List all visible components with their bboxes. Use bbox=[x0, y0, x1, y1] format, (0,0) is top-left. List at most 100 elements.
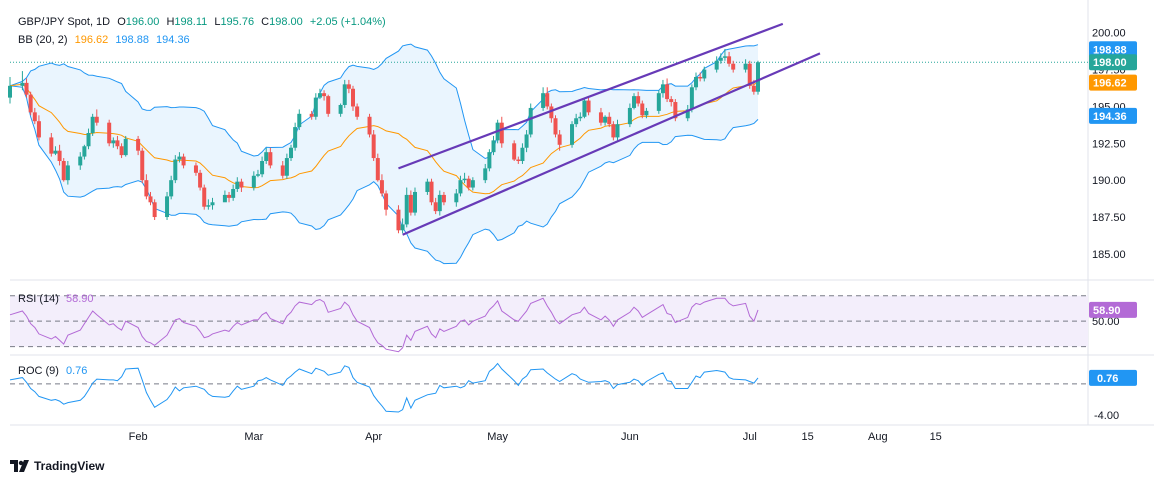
candle-body bbox=[78, 156, 83, 166]
candle-body bbox=[640, 103, 645, 116]
candle-body bbox=[90, 116, 95, 133]
candle-body bbox=[181, 156, 186, 166]
candle-body bbox=[685, 109, 690, 119]
candle-body bbox=[429, 181, 434, 203]
candle-body bbox=[144, 180, 149, 197]
candle-body bbox=[289, 147, 294, 159]
candle-body bbox=[689, 87, 694, 110]
bb-mid-badge-bg bbox=[1089, 74, 1137, 91]
candle-body bbox=[177, 156, 182, 160]
candle-body bbox=[458, 180, 463, 194]
roc-title[interactable]: ROC (9) bbox=[18, 365, 59, 377]
candle-body bbox=[136, 138, 141, 151]
price-tick-label: 187.50 bbox=[1092, 212, 1126, 224]
candle-body bbox=[280, 165, 285, 176]
candle-body bbox=[317, 93, 322, 98]
candle-body bbox=[714, 60, 719, 70]
candle-body bbox=[702, 69, 707, 79]
trend-channel-upper[interactable] bbox=[398, 22, 784, 170]
candle-body bbox=[731, 63, 736, 70]
rsi-value-text: 58.90 bbox=[66, 293, 94, 305]
candle-body bbox=[747, 63, 752, 86]
close-value: 198.00 bbox=[269, 16, 303, 28]
roc-axis: -4.00 0.76 bbox=[1089, 369, 1137, 422]
roc-tick-label: -4.00 bbox=[1094, 410, 1119, 422]
candle-body bbox=[351, 88, 356, 107]
candle-body bbox=[512, 143, 517, 160]
candle-body bbox=[309, 113, 314, 117]
candle-body bbox=[437, 194, 442, 212]
candle-body bbox=[499, 122, 504, 144]
bollinger-basis-line bbox=[9, 81, 759, 195]
candle-body bbox=[28, 94, 33, 113]
candle-body bbox=[65, 165, 70, 181]
bb-label[interactable]: BB (20, 2) bbox=[18, 34, 68, 46]
candle-body bbox=[198, 172, 203, 188]
candle-body bbox=[82, 146, 87, 157]
candle-body bbox=[404, 194, 409, 225]
candle-body bbox=[284, 158, 289, 176]
high-value: 198.11 bbox=[174, 16, 208, 28]
candle-body bbox=[111, 140, 116, 144]
candle-body bbox=[8, 85, 12, 98]
time-axis[interactable]: Feb Mar Apr May Jun Jul 15 Aug 15 bbox=[129, 431, 942, 443]
candle-body bbox=[326, 96, 331, 114]
candle-body bbox=[557, 134, 562, 145]
price-pane[interactable]: 200.00197.50195.00192.50190.00187.50185.… bbox=[8, 22, 1137, 265]
candle-body bbox=[470, 180, 475, 188]
candle-body bbox=[516, 159, 521, 162]
candle-body bbox=[227, 194, 232, 198]
candle-body bbox=[751, 85, 756, 92]
candle-body bbox=[462, 178, 467, 181]
bollinger-lower-line bbox=[9, 85, 759, 265]
trend-channel-lower[interactable] bbox=[402, 52, 821, 236]
price-tick-label: 185.00 bbox=[1092, 249, 1126, 261]
candle-body bbox=[115, 140, 120, 147]
price-tick-label: 192.50 bbox=[1092, 138, 1126, 150]
candle-body bbox=[260, 161, 265, 175]
tradingview-brand: TradingView bbox=[34, 459, 105, 473]
candle-body bbox=[586, 100, 591, 113]
candle-body bbox=[297, 113, 302, 128]
symbol-label[interactable]: GBP/JPY Spot, 1D bbox=[18, 16, 111, 28]
bb-mid-value: 196.62 bbox=[74, 34, 109, 46]
candle-body bbox=[487, 152, 492, 169]
candle-body bbox=[425, 181, 430, 192]
candle-body bbox=[607, 116, 612, 125]
rsi-title[interactable]: RSI (14) bbox=[18, 293, 59, 305]
candle-body bbox=[86, 132, 91, 147]
candle-body bbox=[483, 168, 488, 181]
candle-body bbox=[603, 116, 608, 123]
candle-body bbox=[412, 191, 417, 213]
rsi-tick-label: 50.00 bbox=[1092, 316, 1120, 328]
candle-body bbox=[235, 181, 240, 190]
candle-body bbox=[743, 63, 748, 70]
candle-body bbox=[466, 178, 471, 188]
price-tick-label: 190.00 bbox=[1092, 175, 1126, 187]
price-axis[interactable]: 200.00197.50195.00192.50190.00187.50185.… bbox=[1089, 28, 1137, 261]
candle-body bbox=[264, 152, 269, 162]
roc-line bbox=[9, 362, 759, 413]
bb-lower-value: 194.36 bbox=[156, 34, 190, 46]
candle-body bbox=[36, 121, 41, 138]
candle-body bbox=[694, 76, 699, 88]
candle-body bbox=[582, 100, 587, 117]
candle-body bbox=[322, 93, 327, 97]
candle-body bbox=[665, 84, 670, 100]
roc-badge-bg bbox=[1089, 369, 1137, 386]
candle-body bbox=[570, 124, 575, 145]
candle-body bbox=[313, 97, 318, 117]
roc-pane[interactable]: ROC (9) 0.76 -4.00 0.76 bbox=[9, 362, 1137, 423]
bb-mid-badge: 196.62 bbox=[1093, 78, 1127, 90]
rsi-band-fill bbox=[10, 295, 1088, 347]
time-tick-label: Feb bbox=[129, 431, 148, 443]
tradingview-logo[interactable]: TradingView bbox=[10, 459, 104, 473]
candle-body bbox=[433, 202, 438, 212]
bb-legend: BB (20, 2) 196.62 198.88 194.36 bbox=[18, 34, 194, 46]
candle-body bbox=[94, 116, 99, 123]
candle-body bbox=[165, 196, 170, 218]
